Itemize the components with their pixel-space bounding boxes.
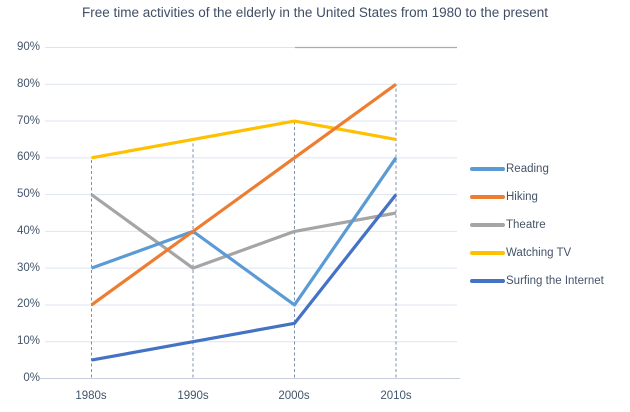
legend-label-watching-tv: Watching TV: [506, 247, 572, 259]
legend-item-hiking: Hiking: [470, 183, 628, 211]
legend-label-theatre: Theatre: [506, 219, 546, 231]
chart-title: Free time activities of the elderly in t…: [82, 5, 548, 20]
y-tick-label: 90%: [16, 41, 40, 53]
legend-swatch-surfing-the-internet: [470, 279, 505, 283]
y-tick-label: 70%: [16, 115, 40, 127]
y-tick-label: 40%: [16, 225, 40, 237]
legend-label-hiking: Hiking: [506, 191, 538, 203]
legend-label-reading: Reading: [506, 163, 549, 175]
y-tick-label: 0%: [23, 372, 40, 384]
series-line-surfing-the-internet: [91, 193, 398, 362]
y-tick-label: 60%: [16, 151, 40, 163]
x-tick-label: 2000s: [278, 390, 310, 402]
series-line-theatre: [90, 193, 397, 270]
x-tick-label: 1980s: [75, 390, 107, 402]
legend-swatch-reading: [470, 167, 505, 171]
series-line-hiking: [90, 82, 397, 307]
series-line-reading: [90, 156, 398, 307]
series-line-watching-tv: [91, 119, 397, 160]
legend-item-theatre: Theatre: [470, 211, 628, 239]
legend-swatch-theatre: [470, 223, 505, 227]
legend: Reading Hiking Theatre Watching TV Surfi…: [470, 155, 628, 295]
legend-swatch-hiking: [470, 195, 505, 199]
x-tick-label: 2010s: [380, 390, 412, 402]
x-tick-label: 1990s: [177, 390, 209, 402]
y-tick-label: 50%: [16, 188, 40, 200]
y-tick-label: 30%: [16, 262, 40, 274]
legend-item-watching-tv: Watching TV: [470, 239, 628, 267]
legend-label-surfing-the-internet: Surfing the Internet: [506, 275, 604, 287]
y-tick-label: 20%: [16, 298, 40, 310]
legend-item-reading: Reading: [470, 155, 628, 183]
legend-item-surfing-the-internet: Surfing the Internet: [470, 267, 628, 295]
legend-swatch-watching-tv: [470, 251, 505, 255]
y-tick-label: 10%: [16, 335, 40, 347]
y-tick-label: 80%: [16, 78, 40, 90]
